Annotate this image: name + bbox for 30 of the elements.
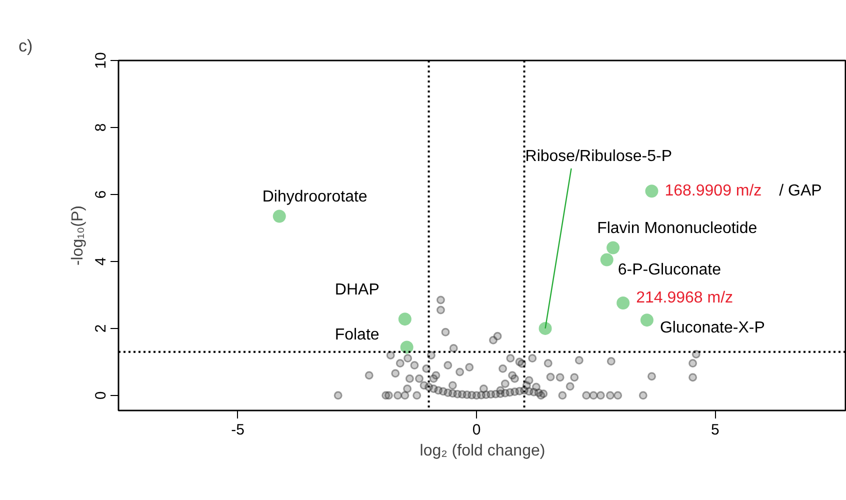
point: [640, 314, 654, 327]
y-tick-label: 8: [92, 123, 110, 132]
point: [398, 312, 412, 326]
x-tick-label: -5: [231, 422, 245, 438]
annotation: Folate: [334, 326, 380, 344]
annotation: DHAP: [334, 282, 380, 299]
point: [600, 253, 614, 266]
y-tick-label: 6: [92, 190, 110, 199]
x-tick-label: 5: [711, 422, 720, 438]
point: [272, 210, 286, 223]
y-axis-title: -log₁₀(P): [70, 205, 86, 266]
text: c): [18, 36, 33, 56]
annotation: 168.9909 m/z / GAP: [664, 182, 822, 200]
annotation: Ribose/Ribulose-5-P: [525, 148, 672, 165]
x-axis-title: log₂ (fold change): [420, 442, 546, 460]
point: [616, 296, 630, 310]
point: [400, 340, 414, 354]
y-tick-label: 0: [92, 391, 110, 400]
point: [606, 241, 620, 254]
annotation: Dihydroorotate: [262, 188, 368, 206]
y-tick-label: 2: [92, 324, 110, 333]
annotation: 6-P-Gluconate: [618, 261, 722, 278]
annotation: 214.9968 m/z: [636, 289, 734, 306]
y-tick-label: 4: [92, 257, 110, 266]
point: [645, 184, 658, 198]
x-tick-label: 0: [472, 422, 481, 438]
point: [538, 322, 552, 335]
annotation: Flavin Mononucleotide: [597, 220, 758, 238]
y-tick-label: 10: [92, 52, 110, 69]
annotation: Gluconate-X-P: [660, 320, 765, 337]
